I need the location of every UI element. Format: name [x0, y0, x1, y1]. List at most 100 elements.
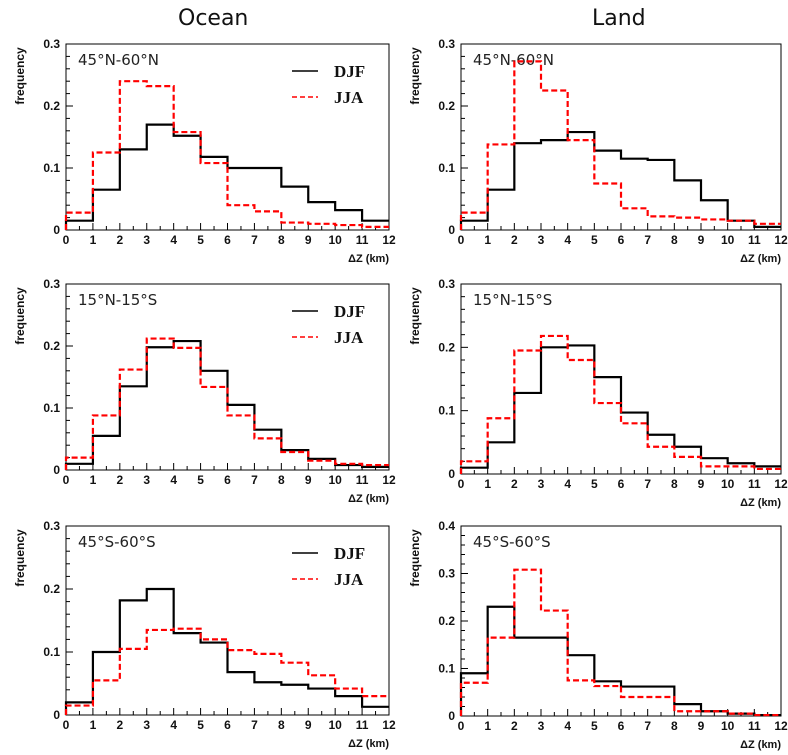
x-tick-label: 5 — [197, 473, 204, 487]
x-tick-label: 2 — [511, 233, 518, 247]
x-tick-label: 3 — [538, 477, 545, 491]
x-tick-label: 1 — [484, 233, 491, 247]
x-tick-label: 5 — [591, 719, 598, 733]
x-tick-label: 4 — [564, 719, 571, 733]
x-tick-label: 0 — [63, 718, 70, 732]
x-tick-label: 12 — [774, 233, 788, 247]
x-tick-label: 3 — [143, 473, 150, 487]
x-tick-label: 12 — [382, 233, 396, 247]
y-tick-label: 0.4 — [438, 519, 455, 533]
x-tick-label: 2 — [511, 477, 518, 491]
x-axis-label: ΔZ (km) — [740, 739, 781, 751]
x-tick-label: 6 — [224, 473, 231, 487]
region-label: 45°S-60°S — [473, 533, 551, 551]
x-axis-label: ΔZ (km) — [348, 493, 389, 505]
y-tick-label: 0 — [448, 223, 455, 237]
x-tick-label: 7 — [644, 719, 651, 733]
x-tick-label: 3 — [143, 233, 150, 247]
region-label: 45°S-60°S — [78, 533, 156, 551]
x-tick-label: 7 — [644, 477, 651, 491]
x-tick-label: 0 — [458, 719, 465, 733]
x-tick-label: 7 — [251, 473, 258, 487]
y-axis-label: frequency — [13, 287, 27, 345]
series-djf-histogram — [459, 344, 781, 474]
y-tick-label: 0.2 — [43, 582, 60, 596]
x-tick-label: 11 — [748, 719, 761, 733]
legend-label-djf: DJF — [334, 544, 365, 563]
series-jja-histogram — [459, 568, 781, 717]
x-tick-label: 6 — [618, 719, 625, 733]
x-tick-label: 8 — [671, 233, 678, 247]
series-jja-histogram — [64, 80, 389, 230]
x-tick-label: 8 — [671, 477, 678, 491]
x-tick-label: 10 — [721, 233, 735, 247]
y-tick-label: 0 — [448, 467, 455, 481]
y-tick-label: 0.3 — [438, 277, 455, 291]
y-tick-label: 0 — [53, 223, 60, 237]
y-axis-label: frequency — [408, 529, 422, 587]
y-axis-label: frequency — [13, 47, 27, 105]
y-tick-label: 0.1 — [438, 404, 455, 418]
x-tick-label: 10 — [721, 719, 735, 733]
x-tick-label: 5 — [197, 718, 204, 732]
x-tick-label: 6 — [618, 477, 625, 491]
series-jja-histogram — [459, 334, 781, 474]
series-jja-histogram — [64, 337, 389, 470]
series-jja-histogram — [459, 60, 781, 230]
legend-label-jja: JJA — [334, 328, 364, 347]
x-tick-label: 7 — [251, 718, 258, 732]
x-tick-label: 12 — [774, 719, 788, 733]
x-tick-label: 11 — [748, 477, 761, 491]
y-tick-label: 0 — [53, 708, 60, 722]
x-tick-label: 11 — [356, 718, 369, 732]
x-tick-label: 9 — [698, 477, 705, 491]
y-tick-label: 0.2 — [438, 99, 455, 113]
series-djf-histogram — [64, 123, 389, 230]
y-tick-label: 0.3 — [438, 567, 455, 581]
column-title-ocean: Ocean — [178, 6, 249, 31]
x-tick-label: 0 — [63, 473, 70, 487]
x-tick-label: 11 — [356, 233, 369, 247]
x-tick-label: 12 — [382, 718, 396, 732]
x-axis-label: ΔZ (km) — [740, 253, 781, 265]
x-tick-label: 0 — [458, 233, 465, 247]
x-tick-label: 1 — [484, 477, 491, 491]
x-tick-label: 4 — [170, 718, 177, 732]
x-tick-label: 9 — [305, 718, 312, 732]
y-tick-label: 0.3 — [43, 277, 60, 291]
x-tick-label: 8 — [671, 719, 678, 733]
x-tick-label: 0 — [458, 477, 465, 491]
series-djf-histogram — [459, 605, 781, 717]
x-tick-label: 5 — [591, 233, 598, 247]
series-djf-histogram — [64, 339, 389, 470]
legend-label-jja: JJA — [334, 88, 364, 107]
x-tick-label: 4 — [170, 233, 177, 247]
region-label: 45°N-60°N — [78, 51, 159, 69]
x-tick-label: 1 — [90, 473, 97, 487]
y-axis-label: frequency — [408, 47, 422, 105]
x-tick-label: 8 — [278, 473, 285, 487]
series-djf-histogram — [459, 130, 781, 230]
x-tick-label: 10 — [328, 473, 342, 487]
x-tick-label: 5 — [591, 477, 598, 491]
x-tick-label: 1 — [484, 719, 491, 733]
y-tick-label: 0.2 — [43, 99, 60, 113]
y-axis-label: frequency — [13, 529, 27, 587]
y-tick-label: 0.3 — [43, 37, 60, 51]
y-tick-label: 0.2 — [438, 340, 455, 354]
x-tick-label: 1 — [90, 718, 97, 732]
x-axis-label: ΔZ (km) — [348, 738, 389, 750]
x-tick-label: 6 — [618, 233, 625, 247]
y-tick-label: 0.1 — [438, 662, 455, 676]
legend-label-jja: JJA — [334, 570, 364, 589]
x-tick-label: 8 — [278, 233, 285, 247]
x-tick-label: 2 — [511, 719, 518, 733]
x-tick-label: 2 — [116, 473, 123, 487]
y-tick-label: 0.3 — [438, 37, 455, 51]
y-tick-label: 0.3 — [43, 519, 60, 533]
x-axis-label: ΔZ (km) — [348, 253, 389, 265]
